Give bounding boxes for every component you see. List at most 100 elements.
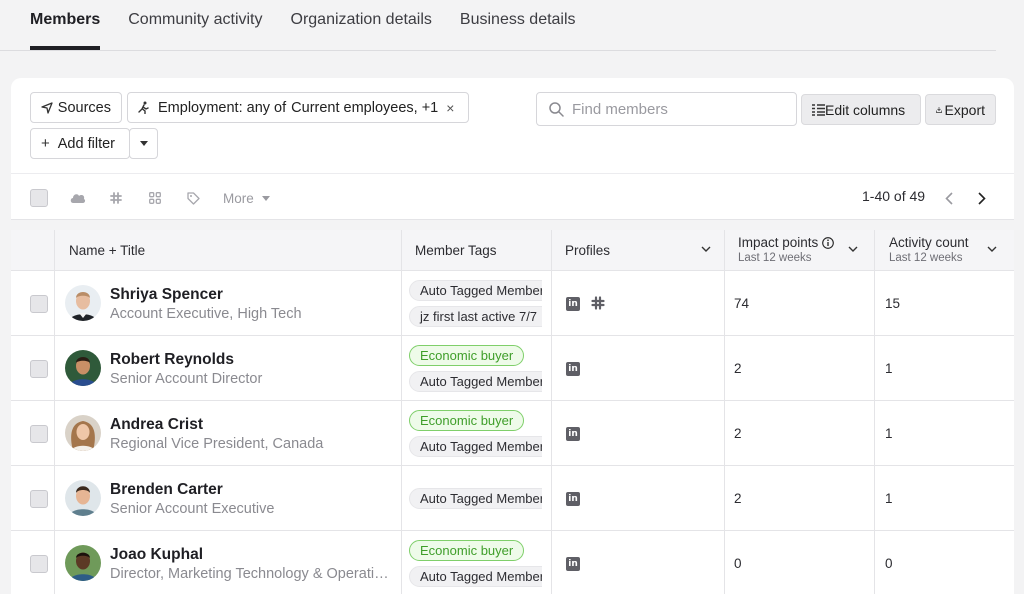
table-row[interactable]: Robert Reynolds Senior Account Director … [11,336,1014,401]
tab-organization-details[interactable]: Organization details [290,11,432,28]
avatar [65,285,101,321]
toolbar-divider [11,173,1014,174]
table-row[interactable]: Brenden Carter Senior Account Executive … [11,466,1014,531]
impact-points-value: 2 [734,491,742,506]
add-filter-label: Add filter [57,135,115,152]
linkedin-icon[interactable]: in [566,297,580,311]
pagination-count: 1-40 of 49 [862,188,926,204]
columns-icon [812,103,825,116]
members-table: Name + Title Member Tags Profiles Impact… [11,230,1014,594]
member-tags-cell: Auto Tagged Member jz first last active … [409,271,542,335]
linkedin-icon[interactable]: in [566,557,580,571]
row-checkbox[interactable] [30,425,48,443]
table-row[interactable]: Shriya Spencer Account Executive, High T… [11,271,1014,336]
member-tags-cell: Auto Tagged Member [409,466,542,530]
avatar [65,350,101,386]
member-tag[interactable]: jz first last active 7/7 [409,306,542,327]
column-divider [551,230,552,594]
member-title: Regional Vice President, Canada [110,436,324,452]
column-header-profiles[interactable]: Profiles [565,230,715,271]
chevron-down-icon [848,246,858,252]
slack-icon[interactable] [107,189,125,207]
activity-count-value: 1 [885,491,893,506]
download-icon [936,106,942,113]
column-divider [401,230,402,594]
info-icon[interactable] [822,237,834,249]
search-input[interactable] [572,100,782,118]
person-walking-icon [138,101,149,114]
chevron-down-icon [987,246,997,252]
tab-community-activity[interactable]: Community activity [128,11,263,28]
member-name[interactable]: Robert Reynolds [110,351,235,368]
member-tag-economic-buyer[interactable]: Economic buyer [409,540,525,561]
activity-count-value: 1 [885,426,893,441]
tag-icon[interactable] [184,189,202,207]
row-checkbox[interactable] [30,295,48,313]
search-box [536,92,797,126]
impact-points-value: 2 [734,361,742,376]
tab-members[interactable]: Members [30,0,101,50]
employment-filter-chip[interactable]: Employment: any of Current employees, +1… [127,92,469,123]
avatar [65,545,101,581]
employment-filter-value: Current employees, +1 [291,99,439,116]
plus-icon: + [41,135,50,152]
slack-icon[interactable] [591,296,605,315]
member-tag[interactable]: Auto Tagged Member [409,436,542,457]
column-header-impact-points[interactable]: Impact points Last 12 weeks [738,230,862,271]
linkedin-icon[interactable]: in [566,362,580,376]
member-title: Senior Account Executive [110,501,275,517]
prev-page-button[interactable] [941,188,957,208]
add-filter-button[interactable]: + Add filter [30,128,130,159]
table-row[interactable]: Joao Kuphal Director, Marketing Technolo… [11,531,1014,594]
member-name[interactable]: Joao Kuphal [110,546,204,563]
next-page-button[interactable] [974,188,990,208]
row-checkbox[interactable] [30,490,48,508]
column-header-activity-count[interactable]: Activity count Last 12 weeks [889,230,1001,271]
row-checkbox[interactable] [30,360,48,378]
linkedin-icon[interactable]: in [566,492,580,506]
row-checkbox[interactable] [30,555,48,573]
more-label: More [223,190,254,206]
add-filter-dropdown[interactable] [129,128,158,159]
caret-down-icon [139,141,148,146]
select-all-checkbox[interactable] [30,189,48,207]
member-name[interactable]: Andrea Crist [110,416,204,433]
member-tag[interactable]: Auto Tagged Member [409,371,542,392]
send-icon [41,101,53,114]
column-divider [54,230,55,594]
activity-count-value: 1 [885,361,893,376]
member-tag-economic-buyer[interactable]: Economic buyer [409,345,525,366]
integrations-icon[interactable] [146,189,164,207]
member-title: Director, Marketing Technology & Operati… [110,566,394,582]
avatar [65,415,101,451]
table-row[interactable]: Andrea Crist Regional Vice President, Ca… [11,401,1014,466]
column-header-member-tags[interactable]: Member Tags [415,243,497,258]
sources-filter-button[interactable]: Sources [30,92,122,123]
close-icon[interactable]: × [446,99,455,116]
member-tag-economic-buyer[interactable]: Economic buyer [409,410,525,431]
member-tag[interactable]: Auto Tagged Member [409,280,542,301]
edit-columns-button[interactable]: Edit columns [801,94,921,125]
export-button[interactable]: Export [925,94,996,125]
column-divider [874,230,875,594]
tab-business-details[interactable]: Business details [459,11,576,28]
linkedin-icon[interactable]: in [566,427,580,441]
sources-label: Sources [57,99,111,116]
impact-points-value: 74 [734,296,750,311]
edit-columns-label: Edit columns [825,101,906,118]
member-name[interactable]: Brenden Carter [110,481,223,498]
member-tag[interactable]: Auto Tagged Member [409,566,542,587]
checkbox-box [30,189,48,207]
member-title: Account Executive, High Tech [110,306,302,322]
column-header-name[interactable]: Name + Title [69,243,146,258]
column-divider [724,230,725,594]
export-label: Export [944,101,985,118]
salesforce-icon[interactable] [69,189,87,207]
member-name[interactable]: Shriya Spencer [110,286,223,303]
table-header: Name + Title Member Tags Profiles Impact… [11,230,1014,271]
tab-bar: Members Community activity Organization … [30,0,604,50]
member-tag[interactable]: Auto Tagged Member [409,488,542,509]
filter-panel: Sources Employment: any of Current emplo… [11,78,1014,220]
more-menu[interactable]: More [223,189,270,207]
impact-points-value: 2 [734,426,742,441]
